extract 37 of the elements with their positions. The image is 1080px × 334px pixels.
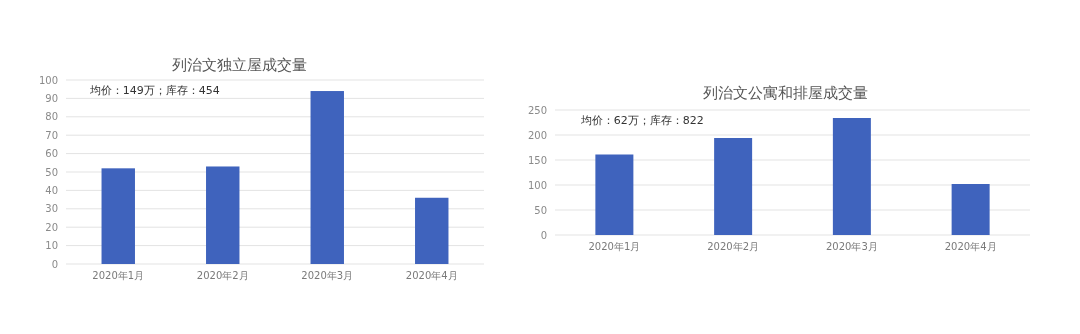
chart-title: 列治文公寓和排屋成交量 xyxy=(702,84,868,102)
y-tick-label: 200 xyxy=(527,129,547,141)
y-tick-label: 40 xyxy=(45,184,58,196)
y-tick-label: 70 xyxy=(45,129,58,141)
x-tick-label: 2020年4月 xyxy=(405,270,458,281)
x-tick-label: 2020年1月 xyxy=(588,241,641,252)
x-tick-label: 2020年3月 xyxy=(825,241,878,252)
bar xyxy=(714,138,753,235)
x-tick-label: 2020年1月 xyxy=(92,270,145,281)
x-tick-label: 2020年2月 xyxy=(196,270,249,281)
y-tick-label: 0 xyxy=(540,229,547,241)
bar xyxy=(415,197,449,264)
chart-title: 列治文独立屋成交量 xyxy=(171,56,307,74)
bar xyxy=(832,118,871,235)
y-tick-label: 90 xyxy=(45,92,58,104)
y-tick-label: 100 xyxy=(527,179,547,191)
bar xyxy=(206,166,240,264)
y-tick-label: 60 xyxy=(45,148,58,160)
y-tick-label: 30 xyxy=(45,203,58,215)
bar xyxy=(310,91,344,264)
bar xyxy=(595,154,634,235)
y-tick-label: 10 xyxy=(45,240,58,252)
y-tick-label: 0 xyxy=(51,258,58,270)
bar xyxy=(951,184,990,235)
x-tick-label: 2020年2月 xyxy=(707,241,760,252)
annotation: 均价：149万；库存：454 xyxy=(88,84,220,97)
y-tick-label: 150 xyxy=(527,154,547,166)
y-tick-label: 50 xyxy=(534,204,547,216)
y-tick-label: 50 xyxy=(45,166,58,178)
y-tick-label: 20 xyxy=(45,221,58,233)
annotation: 均价：62万；库存：822 xyxy=(579,114,704,127)
bar xyxy=(101,168,135,264)
x-tick-label: 2020年4月 xyxy=(944,241,997,252)
y-tick-label: 80 xyxy=(45,111,58,123)
y-tick-label: 100 xyxy=(38,74,58,86)
y-tick-label: 250 xyxy=(527,104,547,116)
x-tick-label: 2020年3月 xyxy=(301,270,354,281)
